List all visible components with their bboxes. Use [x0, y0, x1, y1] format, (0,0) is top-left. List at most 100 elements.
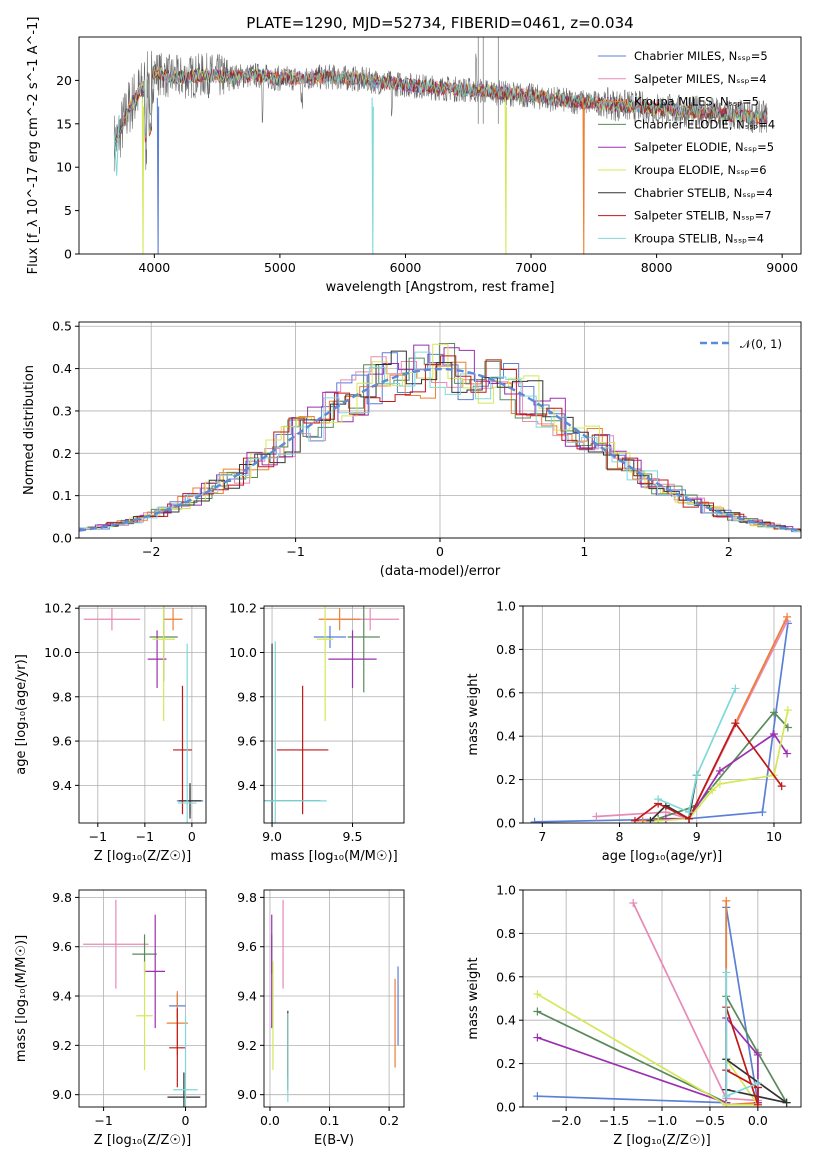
mass_vs_Z-panel: −1 0 9.0 9.2 9.4 9.6 9.8 Z [log₁₀(Z/Z☉)] mass [l…	[14, 889, 207, 1148]
weight_vs_Z-plot-area	[533, 896, 791, 1107]
data-point	[152, 606, 175, 722]
y-tick-label: 10.2	[229, 601, 257, 616]
axes-frame	[263, 889, 405, 1108]
mass-weight-series	[536, 993, 760, 1106]
data-point	[169, 1008, 186, 1088]
y-tick-label: 0.8	[496, 642, 516, 657]
y-tick-label: 0.6	[496, 685, 516, 700]
y-tick-label: 9.6	[237, 939, 257, 954]
weight_vs_age-plot-area	[530, 612, 792, 823]
y-tick-label: 0.0	[52, 531, 72, 546]
x-tick-label: 0	[188, 829, 196, 844]
y-tick-label: 0.2	[496, 1056, 516, 1071]
plus-marker	[782, 1098, 791, 1107]
spectrum-legend: Chabrier MILES, Nₛₛₚ=5 Salpeter MILES, Nₛ…	[598, 49, 775, 245]
x-tick-label: 9	[693, 829, 701, 844]
y-tick-label: 10	[56, 160, 72, 175]
plus-marker	[731, 719, 740, 728]
plus-marker	[758, 808, 767, 817]
data-point	[264, 641, 327, 823]
x-tick-label: 2	[725, 544, 733, 559]
y-tick-label: 9.6	[52, 939, 72, 954]
x-tick-label: 4000	[138, 260, 170, 275]
plus-marker	[629, 899, 638, 908]
weight_vs_Z-panel: −2.0 −1.5 −1.0 −0.5 0.0 0.0 0.2 0.4 0.6 0.8 1.0 Z […	[466, 883, 802, 1148]
data-point	[167, 1072, 201, 1107]
y-tick-label: 1.0	[496, 599, 516, 614]
legend-label: Chabrier MILES, Nₛₛₚ=5	[634, 49, 768, 63]
axes-frame	[78, 36, 802, 255]
x-tick-label: −1.5	[599, 1113, 629, 1128]
x-tick-label: 9000	[766, 260, 798, 275]
plus-marker	[630, 816, 639, 823]
x-tick-label: 0.1	[320, 1113, 340, 1128]
legend-label: Kroupa STELIB, Nₛₛₚ=4	[634, 231, 764, 245]
y-axis-label: Normed distribution	[22, 365, 37, 495]
data-point	[136, 961, 153, 1071]
residual-histogram-series	[87, 350, 801, 533]
plus-marker	[685, 808, 694, 817]
x-axis-label: wavelength [Angstrom, rest frame]	[326, 280, 555, 295]
model-spectrum-edge	[113, 115, 120, 176]
plus-marker	[533, 990, 542, 999]
plus-marker	[715, 779, 724, 788]
y-tick-label: 0.1	[52, 488, 72, 503]
data-point	[145, 914, 166, 1029]
y-tick-label: 9.4	[52, 989, 72, 1004]
y-tick-label: 9.4	[52, 778, 72, 793]
y-tick-label: 9.2	[237, 1038, 257, 1053]
plus-marker	[646, 816, 655, 823]
legend-label: Kroupa ELODIE, Nₛₛₚ=6	[634, 163, 767, 177]
weight_vs_age-panel: 7 8 9 10 0.0 0.2 0.4 0.6 0.8 1.0 age [log₁₀(age/yr…	[466, 599, 802, 864]
age_vs_Z-plot-area	[83, 606, 204, 823]
x-tick-label: −0.5	[695, 1113, 725, 1128]
x-tick-label: 7000	[515, 260, 547, 275]
x-tick-label: 0.2	[379, 1113, 399, 1128]
plus-marker	[592, 812, 601, 821]
y-tick-label: 0.6	[496, 969, 516, 984]
y-axis-label: Flux [f_λ 10^-17 erg cm^-2 s^-1 A^-1]	[26, 17, 41, 275]
y-tick-label: 1.0	[496, 883, 516, 898]
legend-label: Salpeter ELODIE, Nₛₛₚ=5	[634, 140, 774, 154]
spectrum-plot-area	[113, 37, 768, 254]
model-spectrum-line	[113, 66, 768, 146]
y-tick-label: 9.4	[237, 778, 257, 793]
y-tick-label: 0.2	[496, 772, 516, 787]
plus-marker	[783, 612, 792, 621]
legend-label: Chabrier STELIB, Nₛₛₚ=4	[634, 186, 773, 200]
age_vs_mass-panel: 9.0 9.5 9.4 9.6 9.8 10.0 10.2 mass [log₁₀(M/M☉)…	[229, 601, 405, 864]
x-tick-label: −1.0	[647, 1113, 677, 1128]
axes-frame	[522, 889, 802, 1108]
plus-marker	[753, 1050, 762, 1059]
plus-marker	[530, 817, 539, 823]
x-tick-label: 7	[538, 829, 546, 844]
data-point	[83, 608, 141, 631]
x-axis-label: (data-model)/error	[380, 564, 501, 579]
plus-marker	[731, 684, 740, 693]
plus-marker	[753, 1100, 762, 1107]
plus-marker	[715, 766, 724, 775]
y-tick-label: 9.8	[52, 689, 72, 704]
data-point	[163, 608, 183, 631]
plus-marker	[722, 1100, 731, 1107]
plus-marker	[654, 816, 663, 823]
axes-frame	[78, 321, 802, 539]
x-tick-label: 5000	[264, 260, 296, 275]
plus-marker	[783, 706, 792, 715]
y-tick-label: 9.0	[237, 1087, 257, 1102]
age_vs_mass-plot-area	[264, 606, 400, 823]
x-tick-label: 9.5	[343, 829, 363, 844]
x-axis-label: Z [log₁₀(Z/Z☉)]	[613, 1133, 710, 1148]
y-tick-label: 0.0	[496, 1100, 516, 1115]
legend-label: Salpeter STELIB, Nₛₛₚ=7	[634, 209, 772, 223]
residual-histogram-series	[91, 355, 801, 530]
plus-marker	[769, 708, 778, 717]
plus-marker	[753, 1079, 762, 1088]
y-tick-label: 10.0	[44, 645, 72, 660]
x-tick-label: −2.0	[551, 1113, 581, 1128]
y-tick-label: 5	[64, 203, 72, 218]
normal-distribution-curve	[79, 367, 801, 532]
mass-weight-series	[658, 710, 789, 822]
y-tick-label: 0.0	[496, 816, 516, 831]
